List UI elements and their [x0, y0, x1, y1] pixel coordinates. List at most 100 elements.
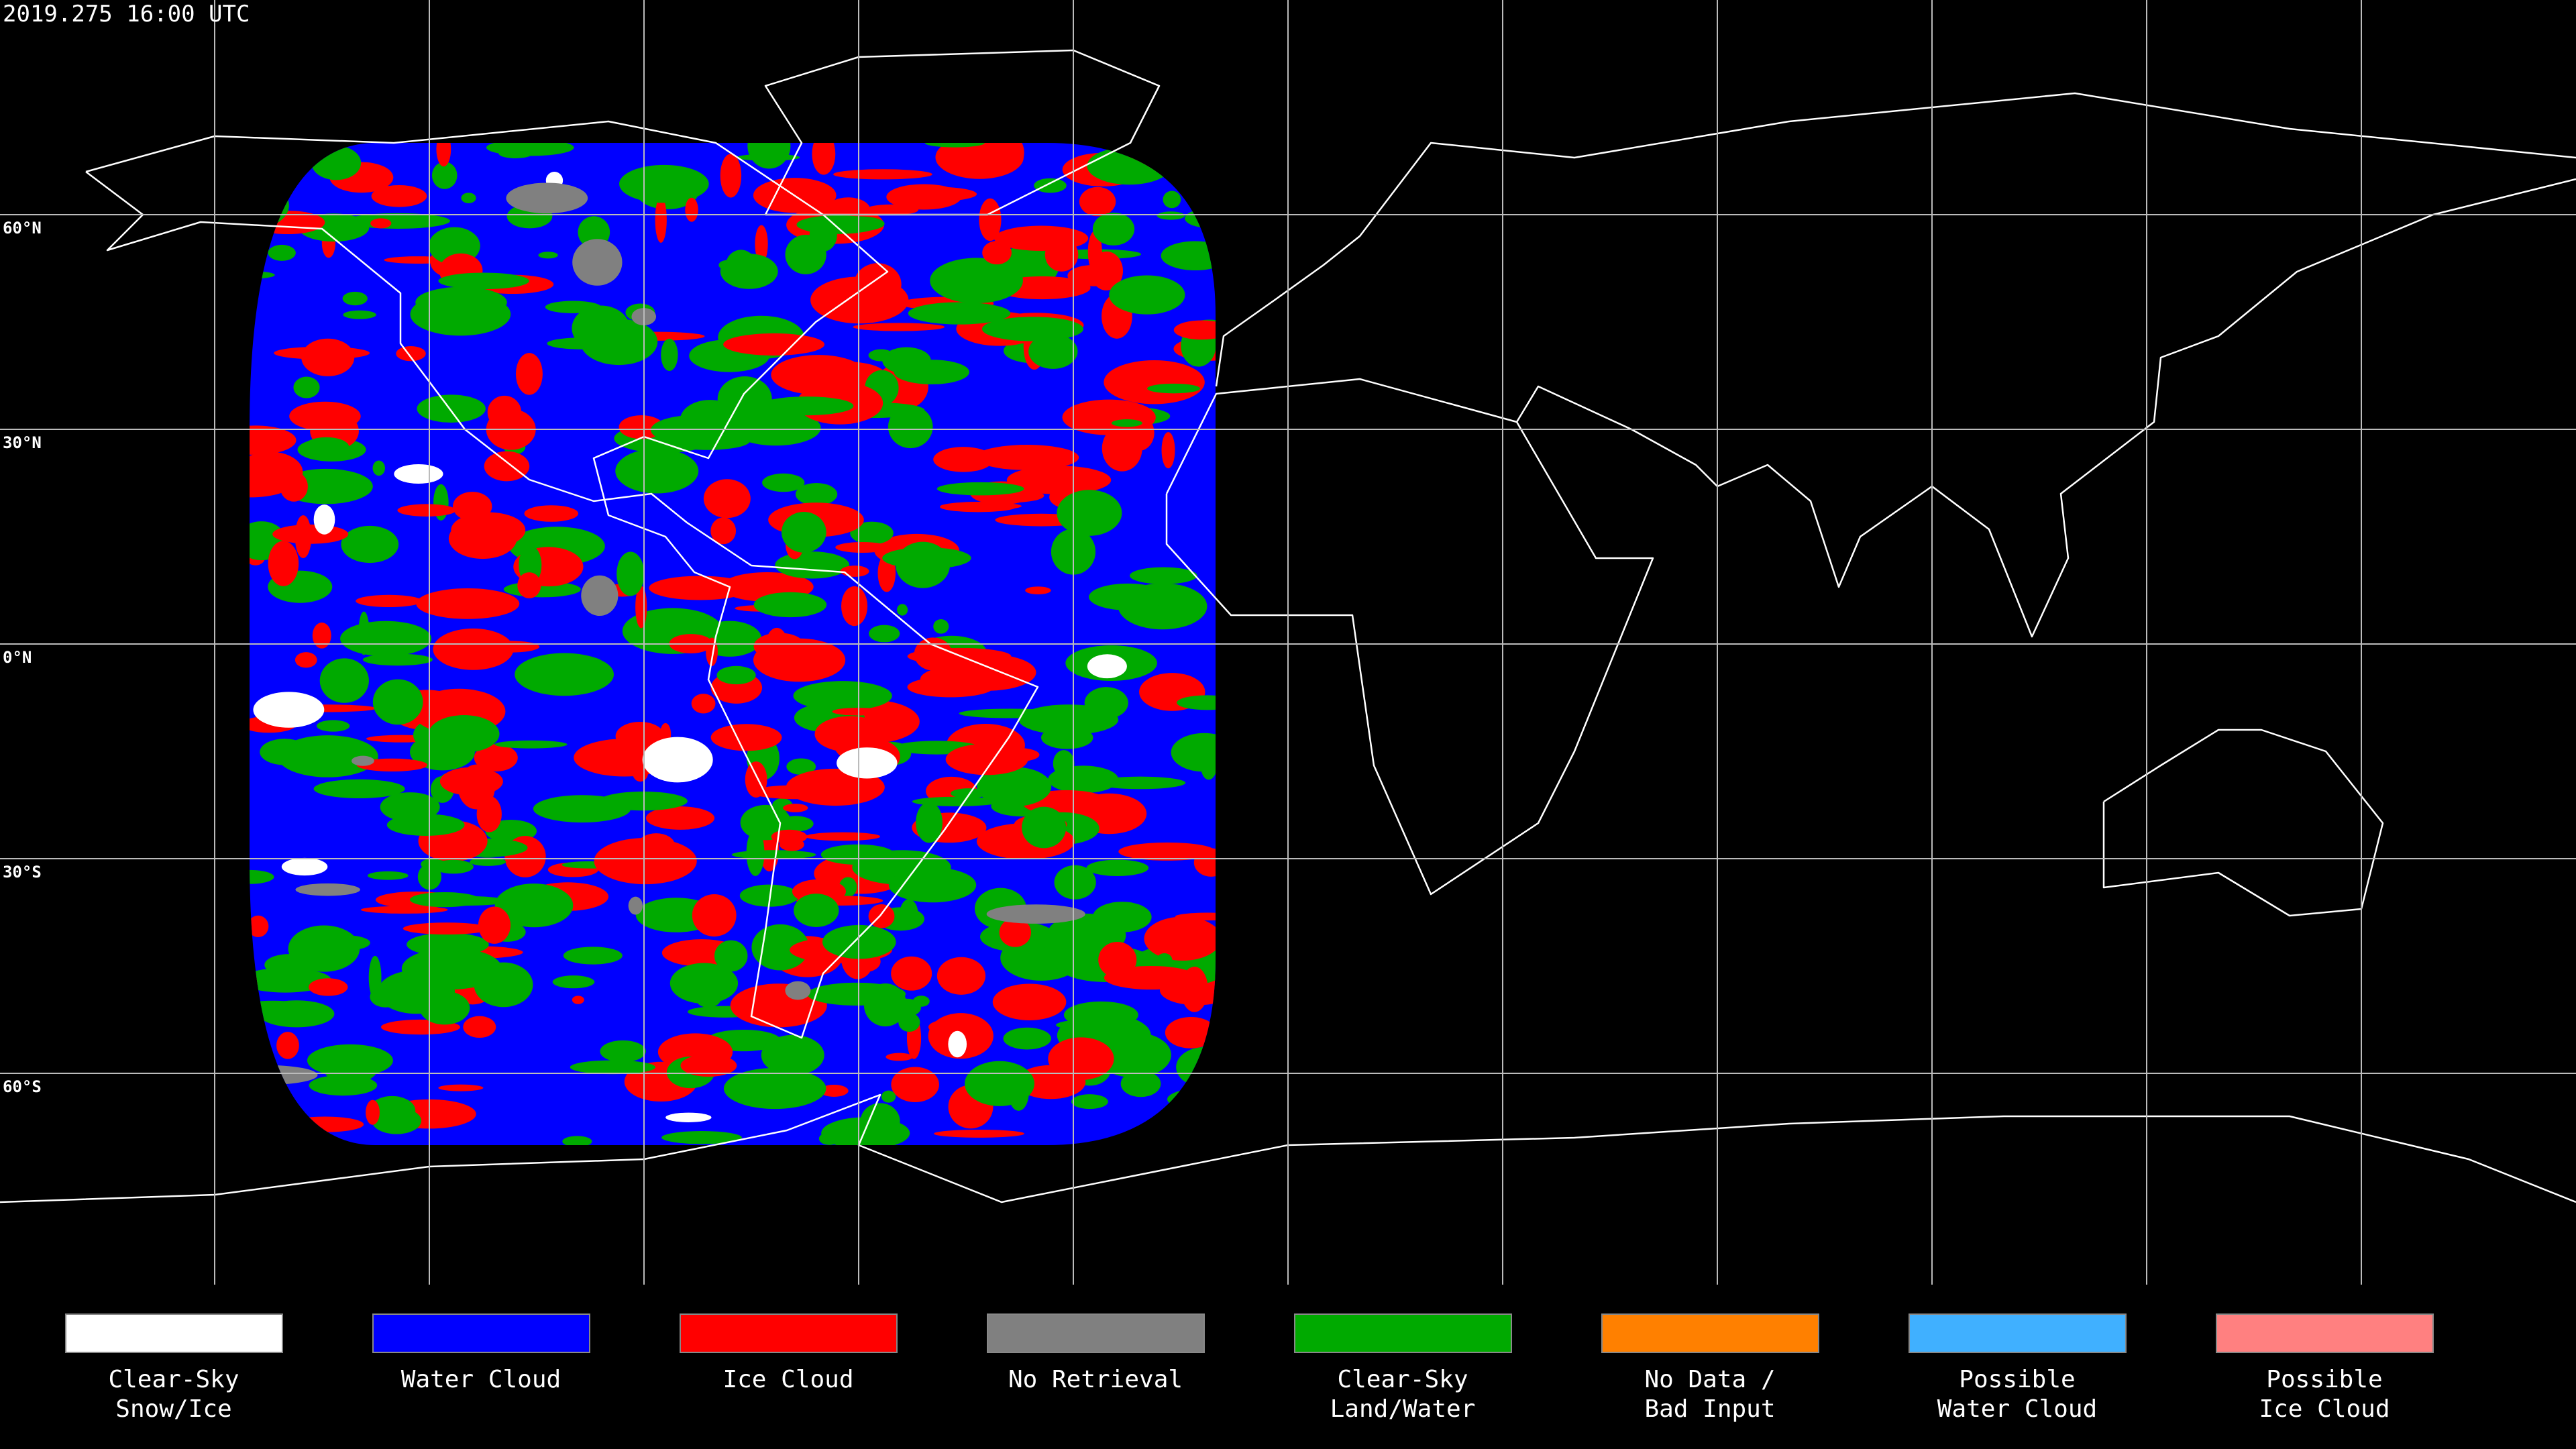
cloud-patch	[691, 694, 716, 714]
legend-swatch	[65, 1313, 283, 1353]
cloud-patch	[833, 169, 932, 180]
cloud-patch	[897, 604, 908, 616]
cloud-patch	[888, 405, 933, 449]
cloud-patch	[581, 575, 619, 616]
cloud-patch	[451, 512, 526, 548]
cloud-patch	[343, 310, 376, 319]
cloud-patch	[415, 286, 507, 318]
cloud-patch	[1177, 695, 1216, 710]
cloud-patch	[506, 182, 588, 214]
cloud-patch	[783, 804, 808, 812]
cloud-patch	[317, 720, 350, 732]
cloud-patch	[716, 665, 756, 685]
cloud-patch	[820, 844, 896, 865]
cloud-patch	[665, 1112, 712, 1122]
cloud-patch	[321, 1044, 380, 1085]
legend-label: No Retrieval	[1008, 1366, 1183, 1393]
cloud-patch	[1171, 733, 1216, 772]
cloud-patch	[438, 272, 529, 290]
latitude-label: 0°N	[3, 648, 32, 667]
cloud-patch	[356, 594, 423, 608]
cloud-patch	[484, 451, 530, 482]
coastline	[1515, 178, 2576, 638]
legend-swatch	[987, 1313, 1205, 1353]
cloud-patch	[812, 143, 836, 175]
cloud-patch	[538, 252, 558, 259]
cloud-patch	[1086, 859, 1149, 876]
cloud-patch	[439, 767, 503, 796]
cloud-patch	[438, 1084, 484, 1091]
cloud-patch	[1007, 949, 1054, 969]
cloud-patch	[762, 473, 805, 492]
cloud-patch	[661, 338, 678, 371]
cloud-patch	[1056, 1018, 1144, 1031]
cloud-patch	[394, 464, 443, 484]
cloud-patch	[818, 1132, 840, 1145]
cloud-patch	[1200, 752, 1216, 780]
cloud-patch	[933, 619, 949, 634]
cloud-patch	[478, 906, 511, 944]
cloud-patch	[1034, 178, 1067, 193]
cloud-patch	[250, 915, 269, 938]
cloud-patch	[1089, 583, 1168, 610]
cloud-patch	[1025, 586, 1051, 594]
cloud-patch	[965, 1061, 1034, 1106]
cloud-patch	[986, 904, 1085, 924]
legend-label: Possible	[2266, 1366, 2382, 1393]
cloud-patch	[288, 925, 360, 972]
cloud-patch	[474, 744, 518, 772]
cloud-patch	[888, 867, 977, 903]
cloud-patch	[313, 779, 405, 798]
cloud-patch	[869, 625, 900, 643]
cloud-patch	[900, 899, 918, 930]
cloud-patch	[979, 198, 1002, 241]
cloud-patch	[356, 758, 428, 772]
cloud-patch	[309, 1075, 378, 1096]
cloud-patch	[661, 1131, 742, 1144]
cloud-patch	[977, 767, 1052, 807]
cloud-patch	[1175, 912, 1216, 921]
cloud-patch	[319, 658, 369, 703]
cloud-patch	[452, 492, 492, 521]
cloud-patch	[1057, 490, 1122, 536]
cloud-patch	[552, 975, 595, 989]
cloud-patch	[837, 747, 898, 779]
cloud-patch	[280, 471, 308, 502]
cloud-patch	[628, 896, 643, 915]
cloud-patch	[276, 1032, 299, 1059]
cloud-patch	[936, 482, 1024, 496]
cloud-patch	[868, 904, 895, 928]
cloud-patch	[891, 1067, 939, 1102]
cloud-patch	[1054, 865, 1096, 900]
cloud-patch	[250, 425, 297, 455]
cloud-patch	[1018, 704, 1119, 735]
cloud-patch	[600, 1040, 646, 1063]
cloud-patch	[619, 164, 709, 203]
cloud-patch	[341, 525, 399, 564]
cloud-patch	[907, 676, 994, 698]
cloud-patch	[469, 857, 506, 866]
cloud-patch	[463, 1016, 496, 1038]
cloud-patch	[692, 894, 737, 937]
cloud-patch	[371, 185, 427, 207]
latitude-label: 60°N	[3, 219, 42, 237]
cloud-patch	[930, 258, 1023, 304]
cloud-patch	[720, 154, 742, 198]
legend-label: No Data /	[1644, 1366, 1775, 1393]
cloud-patch	[771, 829, 808, 844]
cloud-patch	[309, 978, 348, 996]
cloud-patch	[610, 342, 639, 352]
cloud-patch	[277, 735, 378, 777]
cloud-patch	[1003, 1027, 1051, 1050]
legend-label: Bad Input	[1644, 1395, 1775, 1423]
cloud-patch	[1161, 432, 1175, 469]
cloud-patch	[898, 1012, 920, 1032]
legend-label: Possible	[1959, 1366, 2075, 1393]
cloud-patch	[599, 791, 688, 811]
cloud-patch	[428, 715, 500, 753]
cloud-patch	[1092, 212, 1135, 246]
cloud-patch	[934, 1129, 1024, 1138]
cloud-patch	[360, 906, 448, 914]
cloud-patch	[746, 829, 765, 876]
